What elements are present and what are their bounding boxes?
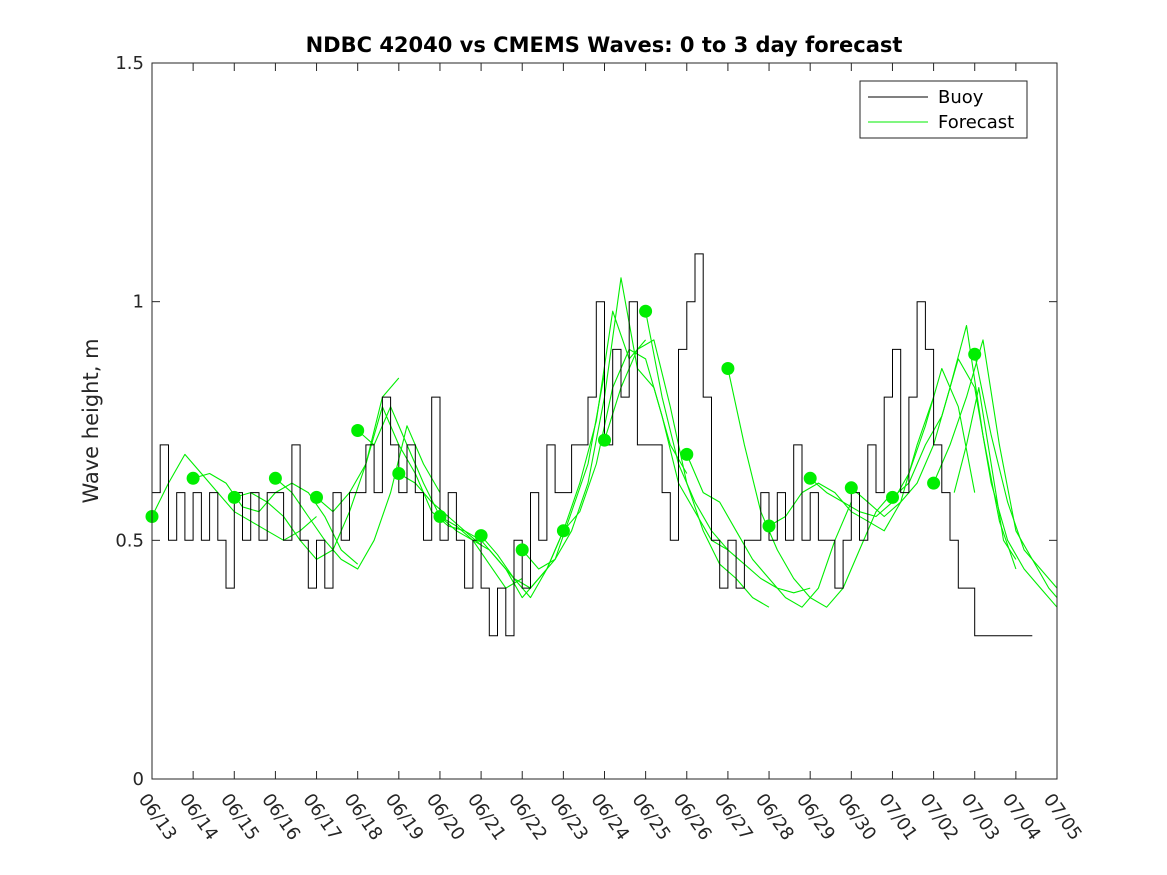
forecast-point — [639, 304, 653, 318]
y-tick-label: 0 — [133, 769, 144, 790]
x-tick-label: 06/26 — [669, 790, 716, 845]
legend-buoy-label: Buoy — [938, 87, 984, 108]
forecast-line-13 — [686, 454, 852, 608]
forecast-point — [186, 471, 200, 485]
forecast-point — [927, 476, 941, 490]
x-tick-label: 06/22 — [504, 790, 551, 845]
x-tick-label: 06/18 — [340, 790, 387, 845]
chart-title: NDBC 42040 vs CMEMS Waves: 0 to 3 day fo… — [306, 33, 903, 57]
x-tick-label: 07/03 — [957, 790, 1004, 845]
forecast-line-3 — [275, 425, 441, 570]
forecast-point — [762, 519, 776, 533]
y-axis-label: Wave height, m — [79, 338, 103, 503]
legend: Buoy Forecast — [859, 80, 1028, 139]
forecast-point — [227, 490, 241, 504]
forecast-line-14 — [727, 368, 893, 608]
forecast-point — [721, 362, 735, 375]
forecast-point — [680, 447, 694, 461]
forecast-point — [351, 424, 365, 437]
x-tick-label: 06/23 — [545, 790, 592, 845]
x-tick-label: 06/13 — [134, 790, 181, 845]
forecast-point — [803, 471, 817, 485]
x-tick-label: 06/17 — [298, 790, 345, 845]
forecast-point — [886, 490, 899, 504]
forecast-line-18 — [892, 358, 1058, 608]
x-tick-label: 06/28 — [751, 790, 798, 845]
y-tick-label: 0.5 — [115, 530, 144, 551]
forecast-line-19 — [933, 339, 1058, 598]
x-tick-label: 06/15 — [216, 790, 263, 845]
buoy-line — [152, 253, 1033, 637]
x-tick-label: 07/04 — [998, 790, 1045, 845]
forecast-point — [474, 529, 488, 543]
x-tick-label: 07/05 — [1039, 790, 1086, 845]
forecast-point — [844, 481, 858, 495]
x-tick-label: 06/24 — [586, 790, 633, 845]
x-tick-label: 06/27 — [710, 790, 757, 845]
forecast-point — [968, 347, 982, 361]
forecast-point — [556, 524, 570, 538]
y-tick-label: 1 — [133, 292, 144, 313]
forecast-line-21 — [953, 387, 1017, 560]
x-tick-label: 06/14 — [175, 790, 222, 845]
x-tick-label: 06/19 — [381, 790, 428, 845]
x-tick-label: 06/25 — [628, 790, 675, 845]
series-layer — [145, 253, 1058, 637]
forecast-line-10 — [562, 348, 729, 551]
forecast-point — [598, 433, 611, 447]
forecast-line-7 — [439, 373, 606, 599]
forecast-point — [433, 510, 447, 523]
y-tick-label: 1.5 — [115, 53, 144, 74]
forecast-line-20 — [974, 354, 1058, 589]
forecast-point — [310, 490, 323, 504]
forecast-point — [515, 543, 529, 557]
legend-forecast-label: Forecast — [938, 112, 1014, 133]
x-tick-label: 06/20 — [422, 790, 469, 845]
legend-box — [859, 80, 1028, 139]
x-tick-label: 07/01 — [874, 790, 921, 845]
forecast-point — [392, 467, 406, 480]
x-tick-label: 06/16 — [257, 790, 304, 845]
forecast-point — [268, 471, 282, 485]
x-tick-label: 07/02 — [915, 790, 962, 845]
x-tick-label: 06/29 — [792, 790, 839, 845]
x-tick-label: 06/30 — [833, 790, 880, 845]
x-tick-label: 06/21 — [463, 790, 510, 845]
